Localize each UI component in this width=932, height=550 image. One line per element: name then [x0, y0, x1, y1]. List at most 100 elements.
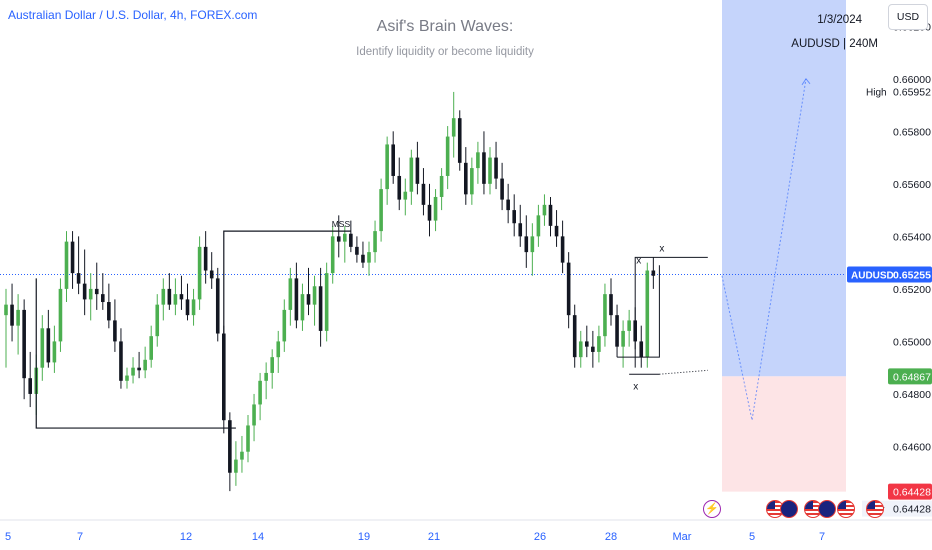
candle-body — [518, 223, 523, 237]
candle — [421, 168, 426, 216]
candle — [615, 304, 619, 358]
candle — [167, 273, 172, 310]
time-tick-label: 12 — [180, 531, 192, 543]
candle — [318, 267, 323, 347]
candle — [591, 330, 595, 368]
event-au-flag-icon[interactable] — [818, 500, 836, 518]
high-label-box — [862, 83, 932, 100]
candle — [143, 346, 147, 379]
candle-body — [209, 270, 214, 279]
candle-body — [355, 246, 359, 255]
candle — [173, 278, 178, 316]
candle — [125, 367, 129, 389]
event-au-flag-icon[interactable] — [780, 500, 798, 518]
high-value: 0.65952 — [893, 86, 931, 98]
time-tick-label: Mar — [673, 531, 692, 543]
candle — [70, 231, 75, 289]
candle — [131, 357, 135, 384]
liquidity-low-dotted — [659, 369, 708, 375]
candle — [179, 275, 184, 310]
candle-body — [651, 270, 656, 276]
candle — [379, 178, 383, 242]
stop-price-value: 0.64428 — [893, 487, 931, 499]
candle-body — [228, 420, 232, 473]
candle-body — [470, 168, 474, 195]
candle — [209, 252, 214, 289]
candle — [451, 91, 456, 158]
mss-line — [223, 230, 351, 394]
event-us-flag-icon[interactable] — [866, 500, 884, 518]
candle — [94, 262, 99, 310]
liquidity-x-label: x — [636, 255, 641, 266]
price-tick-label: 0.65400 — [893, 231, 931, 243]
candle — [548, 196, 553, 237]
candle — [10, 283, 14, 342]
time-tick-label: 5 — [749, 531, 755, 543]
candle — [639, 325, 644, 368]
candle — [439, 168, 444, 211]
liquidity-x-label: x — [659, 243, 664, 254]
candle — [603, 283, 607, 347]
candle — [457, 110, 462, 171]
candle — [228, 412, 232, 492]
brand-subtitle: Identify liquidity or become liquidity — [356, 46, 534, 58]
candle — [197, 236, 202, 310]
candle — [409, 149, 414, 205]
price-tick-label: 0.65800 — [893, 126, 931, 138]
candle-body — [312, 286, 317, 305]
time-tick-label: 14 — [252, 531, 264, 543]
candle — [185, 283, 190, 321]
candle-body — [240, 451, 244, 460]
symbol-title: Australian Dollar / U.S. Dollar, 4h, FOR… — [8, 8, 258, 22]
candle — [542, 194, 547, 226]
event-us-flag-icon[interactable] — [837, 500, 855, 518]
candle-body — [107, 302, 111, 321]
candle-body — [137, 367, 141, 371]
liquidity-high-line-2 — [617, 265, 660, 358]
candle-body — [76, 273, 81, 284]
candle-body — [318, 286, 323, 331]
candle-body — [264, 372, 268, 381]
candle — [536, 204, 541, 247]
candle-body — [566, 262, 571, 316]
candle-body — [336, 236, 341, 242]
time-tick-label: 7 — [77, 531, 83, 543]
candle-body — [403, 191, 408, 200]
candle-body — [64, 241, 69, 289]
candle-body — [542, 204, 547, 216]
candle-body — [88, 288, 93, 300]
candle — [28, 351, 32, 408]
candle-body — [554, 225, 559, 237]
candle — [58, 278, 63, 352]
candle — [476, 141, 480, 184]
low-value: 0.64428 — [893, 504, 931, 516]
candle — [397, 157, 402, 211]
candle-body — [451, 118, 456, 137]
candle-body — [191, 299, 196, 316]
candle — [4, 288, 8, 368]
candle-body — [609, 294, 613, 316]
price-tick-label: 0.66000 — [893, 74, 931, 86]
currency-button[interactable]: USD — [888, 4, 928, 30]
candle-body — [294, 278, 299, 321]
candle-body — [58, 288, 63, 342]
candle — [215, 267, 220, 342]
time-tick-label: 5 — [5, 531, 11, 543]
candle-body — [530, 236, 535, 253]
candle — [415, 141, 420, 195]
event-bolt-icon[interactable]: ⚡ — [703, 500, 721, 518]
candle-body — [603, 294, 607, 337]
candle — [645, 262, 650, 368]
candle — [355, 236, 359, 263]
candle — [330, 225, 335, 284]
candle-body — [615, 315, 619, 347]
candle-body — [560, 236, 565, 263]
candle — [270, 349, 274, 389]
candle — [524, 215, 529, 268]
candle-body — [597, 336, 601, 352]
projection-path — [721, 78, 807, 421]
price-tick-label: 0.64800 — [893, 389, 931, 401]
candle — [433, 189, 438, 232]
candle — [488, 147, 492, 195]
